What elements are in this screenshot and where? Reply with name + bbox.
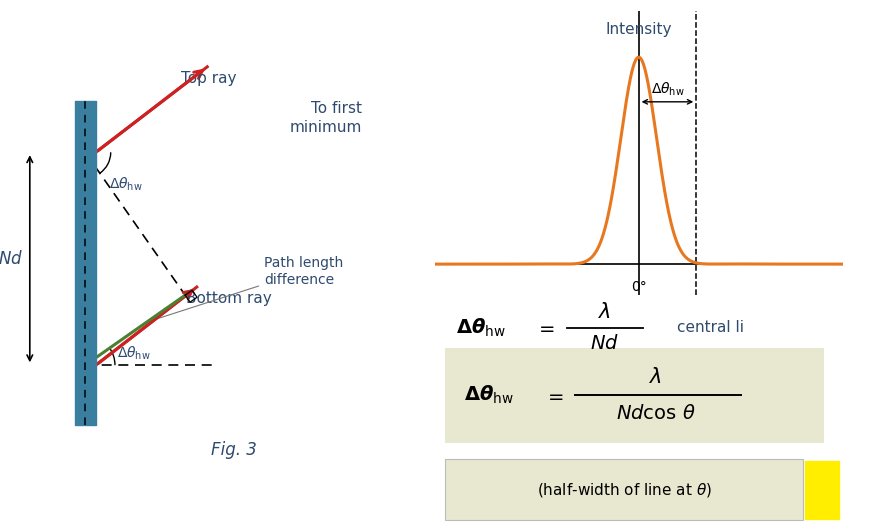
Text: Path length
difference: Path length difference	[144, 256, 343, 323]
Text: $\Delta\theta_{\rm hw}$: $\Delta\theta_{\rm hw}$	[651, 80, 684, 98]
Text: 0°: 0°	[631, 280, 647, 295]
Text: Fig. 3: Fig. 3	[211, 441, 257, 459]
Text: $=$: $=$	[544, 386, 564, 405]
Text: $=$: $=$	[535, 318, 555, 337]
Text: (half-width of line at $\theta$): (half-width of line at $\theta$)	[536, 481, 712, 499]
Text: $\mathit{Nd}$: $\mathit{Nd}$	[590, 334, 620, 353]
Text: $\lambda$: $\lambda$	[649, 367, 662, 387]
Text: $\mathit{Nd}\cos\,\theta$: $\mathit{Nd}\cos\,\theta$	[616, 404, 696, 423]
Text: To first
minimum: To first minimum	[289, 101, 362, 135]
Text: central li: central li	[677, 320, 744, 335]
Text: Top ray: Top ray	[181, 71, 236, 86]
Text: $\lambda$: $\lambda$	[598, 302, 612, 322]
Text: Intensity: Intensity	[606, 22, 672, 37]
FancyBboxPatch shape	[445, 348, 824, 442]
Text: $Nd$: $Nd$	[0, 250, 23, 268]
Text: $\Delta\theta_{\rm hw}$: $\Delta\theta_{\rm hw}$	[109, 176, 143, 193]
Text: Bottom ray: Bottom ray	[187, 291, 272, 306]
Text: $\mathbf{\Delta}\boldsymbol{\theta}_{\rm hw}$: $\mathbf{\Delta}\boldsymbol{\theta}_{\rm…	[455, 317, 506, 339]
Text: $\mathbf{\Delta}\boldsymbol{\theta}_{\rm hw}$: $\mathbf{\Delta}\boldsymbol{\theta}_{\rm…	[464, 384, 514, 407]
Text: $\Delta\theta_{\rm hw}$: $\Delta\theta_{\rm hw}$	[117, 345, 151, 362]
FancyBboxPatch shape	[445, 460, 803, 520]
